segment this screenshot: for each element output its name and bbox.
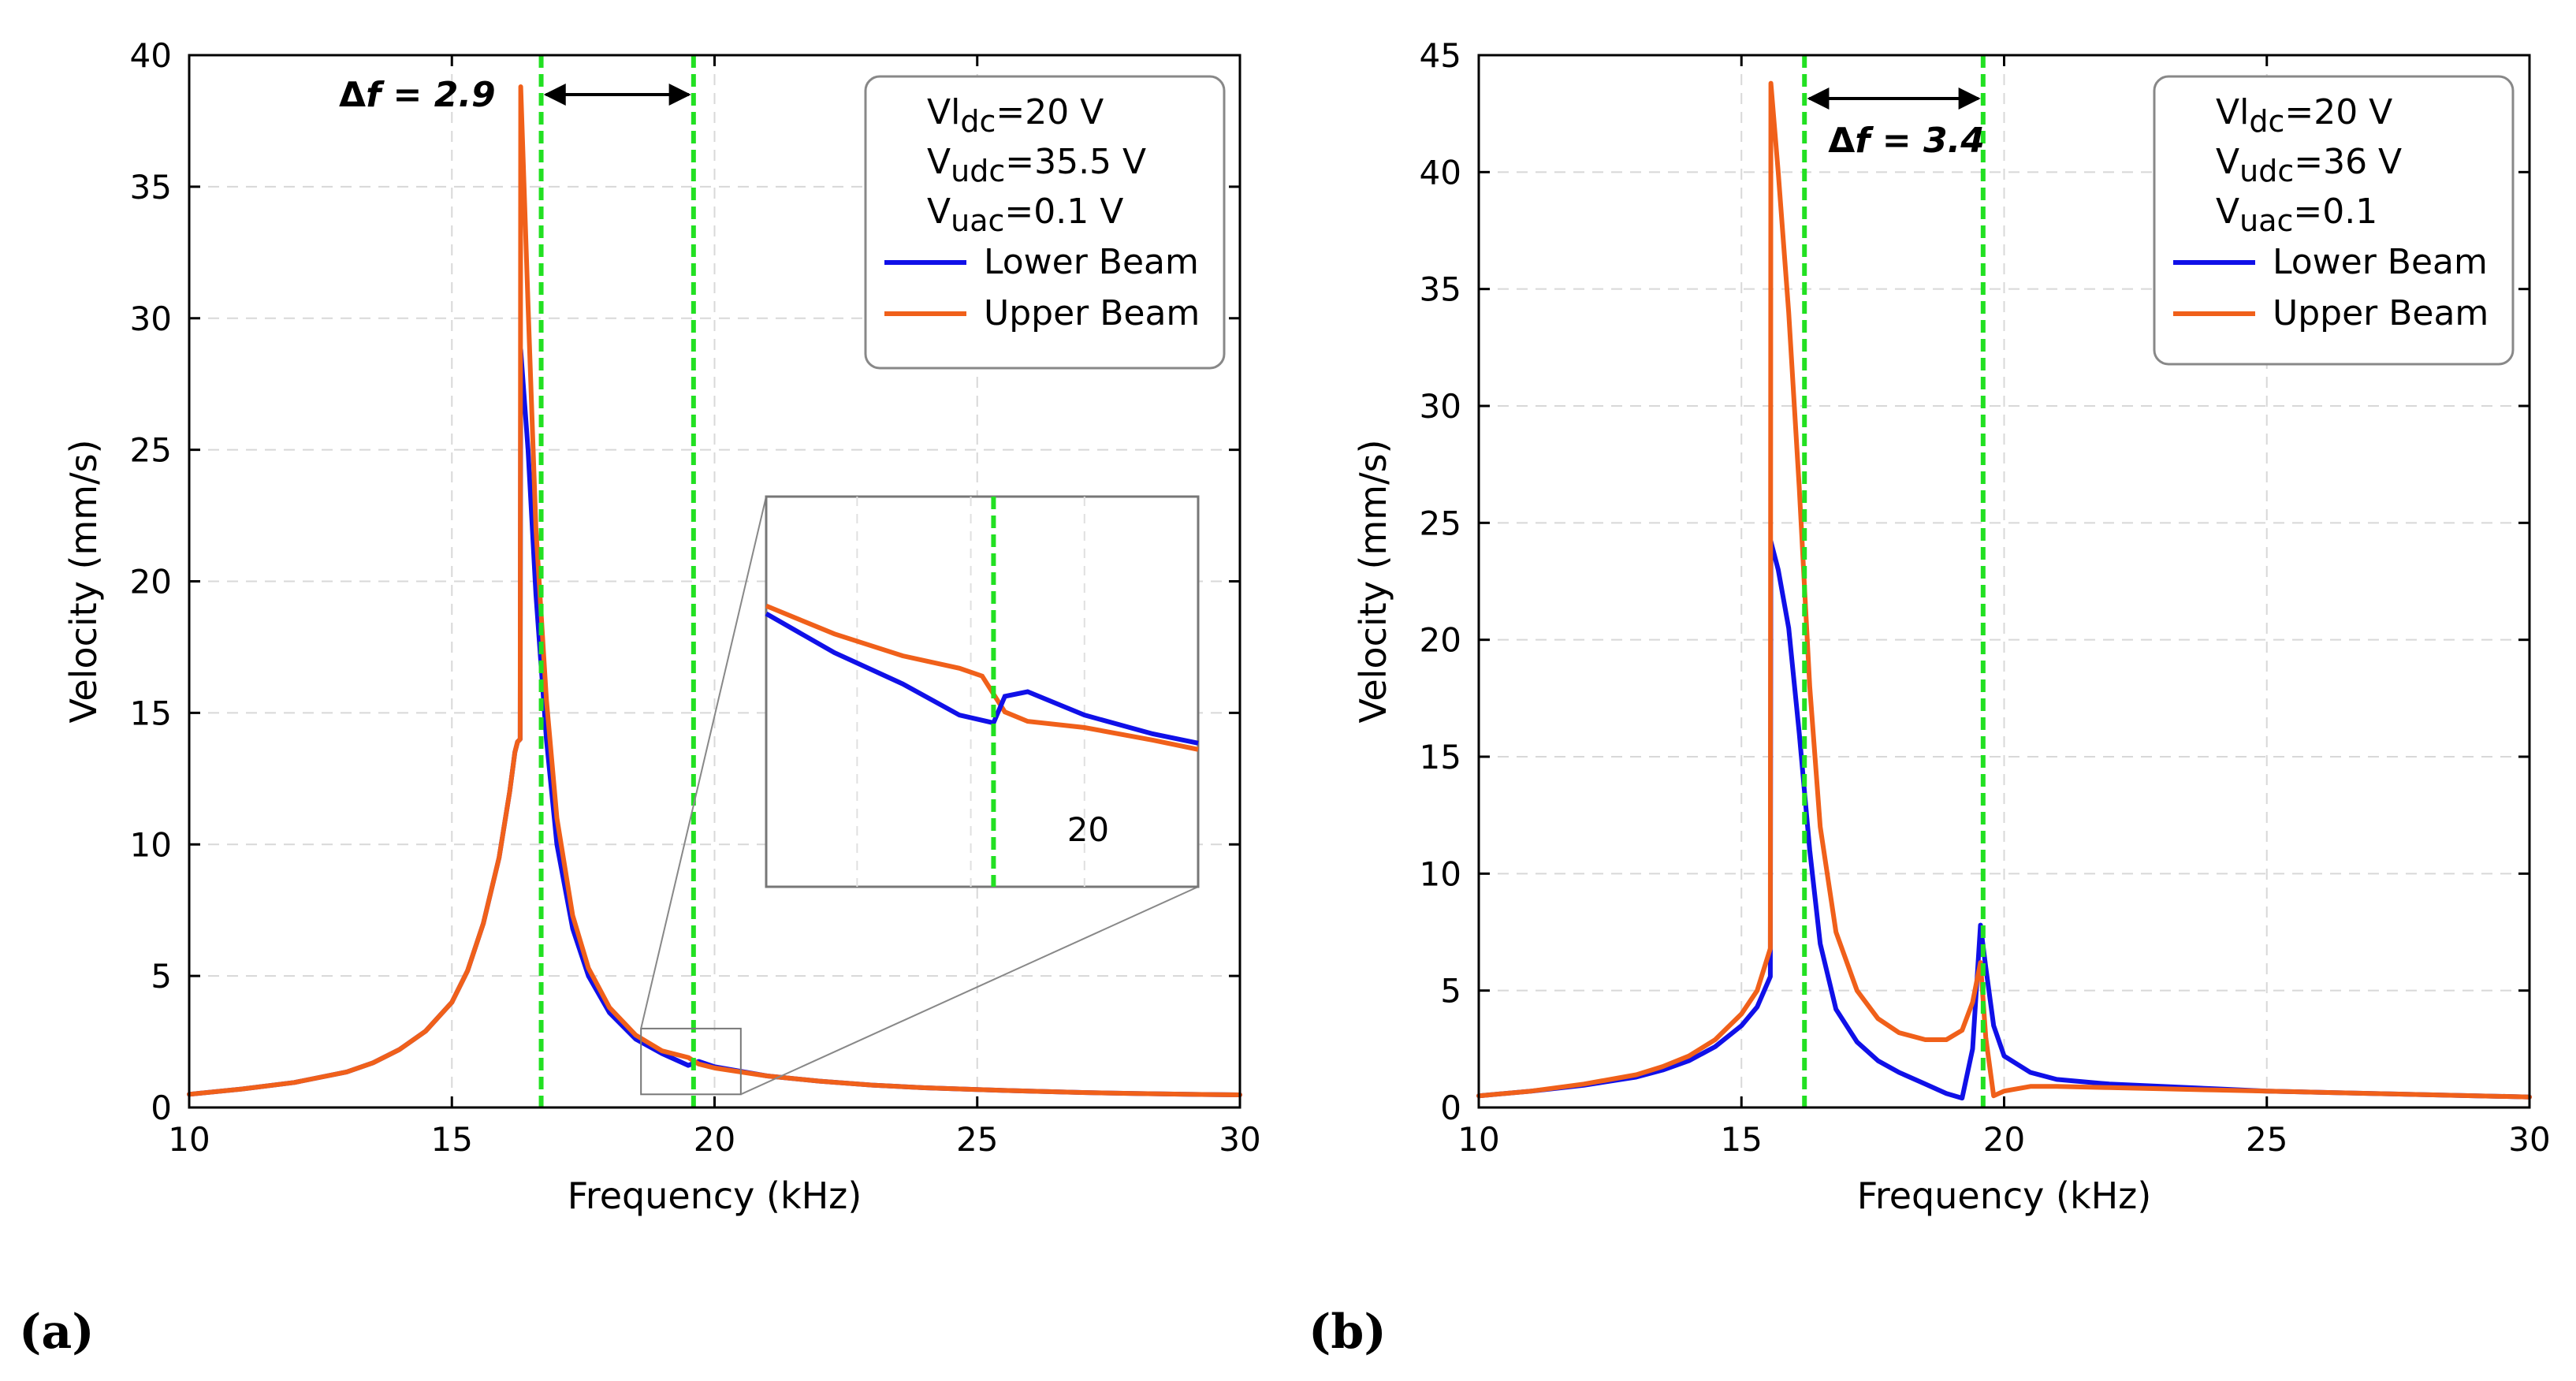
y-tick-label: 35 <box>1420 270 1461 309</box>
zoom-source-box <box>640 1027 742 1096</box>
y-tick-label: 25 <box>1420 504 1461 542</box>
x-tick-label: 30 <box>1219 1120 1260 1159</box>
y-tick-label: 15 <box>1420 738 1461 776</box>
x-tick-label: 20 <box>694 1120 735 1159</box>
x-tick-label: 15 <box>1721 1120 1763 1159</box>
panel-tag: (b) <box>1308 1305 1387 1360</box>
x-tick-label: 10 <box>1457 1120 1499 1159</box>
inset-tick-label: 20 <box>1067 810 1109 849</box>
y-tick-label: 25 <box>130 431 172 470</box>
series-line-upper-beam <box>187 84 1242 1097</box>
legend-parameter-line: Vudc=36 V <box>2216 142 2402 188</box>
legend-entry-label: Upper Beam <box>2273 293 2489 333</box>
legend-entry-label: Upper Beam <box>984 293 1200 333</box>
x-tick-label: 25 <box>956 1120 998 1159</box>
y-tick-label: 30 <box>1420 387 1461 426</box>
legend-parameter-line: Vuac=0.1 <box>2216 192 2377 238</box>
legend-box <box>864 75 1226 370</box>
legend-parameter-line: Vldc=20 V <box>927 92 1104 139</box>
x-tick-label: 30 <box>2508 1120 2550 1159</box>
y-tick-label: 45 <box>1420 36 1461 75</box>
inset-frame <box>765 495 1200 888</box>
x-tick-label: 15 <box>431 1120 473 1159</box>
y-tick-label: 35 <box>130 168 172 207</box>
legend-box <box>2153 75 2515 366</box>
chart-panel-b: 10 15 20 25 30 0 5 10 15 20 25 30 35 40 45 Frequency (k… <box>1308 36 2551 1360</box>
zoom-inset: 20 <box>765 495 1200 888</box>
zoom-connector-line <box>640 496 767 1029</box>
y-tick-label: 40 <box>1420 153 1461 192</box>
x-axis-label: Frequency (kHz) <box>1857 1174 2152 1217</box>
x-tick-label: 10 <box>168 1120 210 1159</box>
y-tick-label: 5 <box>151 957 172 996</box>
zoom-connector-line <box>740 886 1199 1096</box>
inset-series-lower-beam <box>765 611 1199 746</box>
y-tick-label: 20 <box>130 563 172 601</box>
y-tick-label: 10 <box>1420 854 1461 893</box>
legend-entry-label: Lower Beam <box>984 242 1199 282</box>
x-tick-label: 20 <box>1983 1120 2025 1159</box>
y-tick-label: 0 <box>151 1089 172 1127</box>
legend-parameter-line: Vuac=0.1 V <box>927 192 1123 238</box>
y-tick-label: 10 <box>130 825 172 864</box>
y-axis-label: Velocity (mm/s) <box>1352 439 1394 723</box>
legend-entry-label: Lower Beam <box>2273 242 2488 282</box>
y-tick-label: 20 <box>1420 621 1461 660</box>
delta-f-label: Δf = 3.4 <box>1828 121 1985 161</box>
series-line-upper-beam <box>1476 80 2532 1100</box>
y-tick-label: 15 <box>130 694 172 732</box>
legend-parameter-line: Vudc=35.5 V <box>927 142 1146 188</box>
y-tick-label: 30 <box>130 300 172 338</box>
panel-tag: (a) <box>19 1305 95 1360</box>
chart-panel-a: 10 15 20 25 30 0 5 10 15 20 25 30 35 40 Frequency (kHz… <box>19 36 1261 1360</box>
y-tick-label: 40 <box>130 36 172 75</box>
y-axis-label: Velocity (mm/s) <box>62 439 105 723</box>
x-axis-label: Frequency (kHz) <box>568 1174 862 1217</box>
y-tick-label: 5 <box>1440 972 1461 1011</box>
legend-parameter-line: Vldc=20 V <box>2216 92 2392 139</box>
x-tick-label: 25 <box>2246 1120 2288 1159</box>
y-tick-label: 0 <box>1440 1089 1461 1127</box>
delta-f-label: Δf = 2.9 <box>339 75 496 115</box>
